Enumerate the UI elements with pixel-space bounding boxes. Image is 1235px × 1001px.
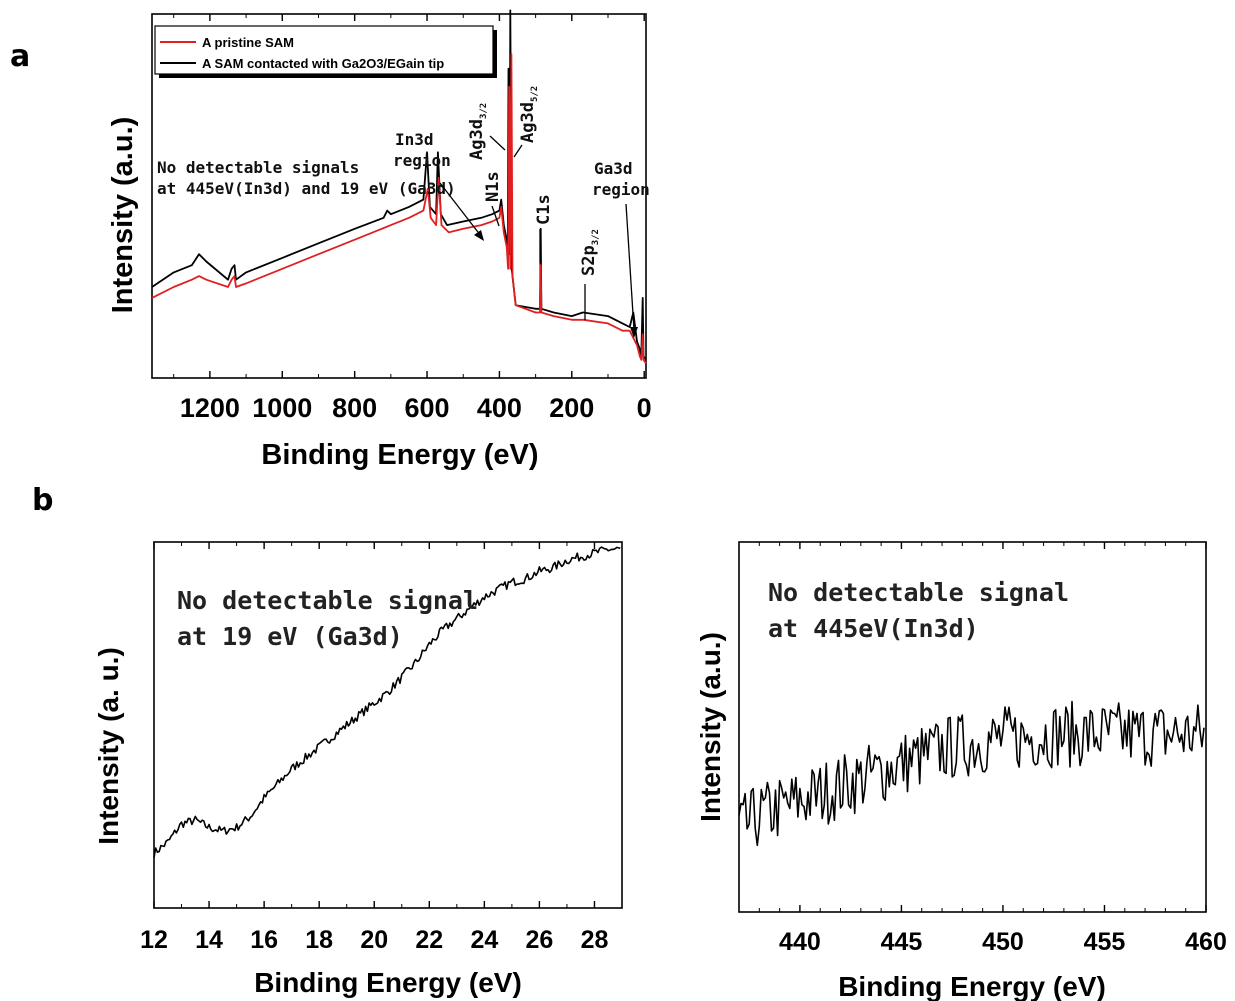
chart-a-frame	[151, 13, 647, 379]
x-tick-label: 26	[526, 926, 554, 954]
s2p-sub: 3/2	[591, 229, 601, 245]
annotation-in3d-line1: In3d	[395, 130, 434, 149]
x-tick-label: 400	[477, 393, 522, 423]
svg-text:S2p3/2: S2p3/2	[579, 229, 601, 276]
annotation-in3d-line2: region	[393, 151, 451, 170]
x-tick-label: 1200	[180, 393, 240, 423]
leader-ag3d32	[489, 135, 506, 151]
s2p-main: S2p	[579, 245, 599, 276]
chart-b-left-frame	[153, 541, 623, 909]
chart-b-right-x-ticks	[738, 542, 1207, 912]
chart-b-right-annotation-line1: No detectable signal	[768, 578, 1069, 607]
panel-label-a: a	[10, 39, 30, 74]
chart-a-series-group	[151, 9, 647, 364]
x-tick-label: 450	[982, 928, 1024, 956]
legend-box	[154, 25, 494, 75]
annotation-no-signals-line1: No detectable signals	[157, 158, 359, 177]
chart-b-left-annotation-line1: No detectable signal	[177, 586, 478, 615]
x-tick-label: 12	[140, 926, 168, 954]
ag3d32-main: Ag3d	[467, 119, 487, 160]
chart-a-series-line-0	[151, 9, 647, 361]
x-tick-label: 22	[415, 926, 443, 954]
x-tick-label: 440	[779, 928, 821, 956]
x-tick-label: 16	[250, 926, 278, 954]
x-tick-label: 200	[549, 393, 594, 423]
x-tick-label: 455	[1084, 928, 1126, 956]
x-tick-label: 445	[881, 928, 923, 956]
chart-b-left: 12 14 16 18 20 22 24 26 28 Binding Energy (eV) I…	[93, 541, 623, 998]
legend-label-pristine: A pristine SAM	[202, 35, 294, 50]
annotation-ga3d-line2: region	[592, 180, 650, 199]
chart-b-right: 440 445 450 455 460 Binding Energy (eV) Inte…	[695, 541, 1227, 1001]
annotation-n1s: N1s	[483, 171, 503, 202]
chart-b-left-y-axis-title: Intensity (a. u.)	[93, 647, 124, 845]
chart-b-left-x-tick-labels: 12 14 16 18 20 22 24 26 28	[140, 926, 608, 954]
chart-b-left-series-line	[153, 546, 621, 858]
svg-text:Ag3d3/2: Ag3d3/2	[467, 103, 489, 160]
chart-a-y-axis-title: Intensity (a.u.)	[107, 117, 139, 314]
chart-b-left-annotation-line2: at 19 eV (Ga3d)	[177, 622, 403, 651]
ag3d52-main: Ag3d	[518, 102, 538, 143]
chart-b-left-x-axis-title: Binding Energy (eV)	[254, 967, 522, 998]
x-tick-label: 0	[637, 393, 652, 423]
annotation-ga3d-line1: Ga3d	[594, 159, 633, 178]
chart-a-x-tick-labels: 1200 1000 800 600 400 200 0	[180, 393, 652, 423]
chart-b-right-series-line	[738, 700, 1205, 847]
arrow-in3d	[439, 182, 482, 237]
x-tick-label: 460	[1185, 928, 1227, 956]
x-tick-label: 14	[195, 926, 223, 954]
chart-b-right-frame	[738, 541, 1207, 913]
chart-a-x-ticks	[173, 14, 645, 378]
svg-text:Ag3d5/2: Ag3d5/2	[518, 86, 540, 143]
chart-b-right-x-tick-labels: 440 445 450 455 460	[779, 928, 1227, 956]
ag3d52-sub: 5/2	[530, 86, 540, 102]
leader-ag3d52	[513, 144, 523, 158]
chart-b-right-annotation-line2: at 445eV(In3d)	[768, 614, 979, 643]
chart-a-x-axis-title: Binding Energy (eV)	[261, 439, 538, 471]
arrow-ga3d-head	[630, 327, 638, 338]
annotation-no-signals-line2: at 445eV(In3d) and 19 eV (Ga3d)	[157, 179, 456, 198]
arrow-ga3d	[625, 203, 635, 331]
chart-b-left-x-ticks	[153, 542, 623, 908]
chart-a: 1200 1000 800 600 400 200 0 Binding Energy (eV…	[107, 9, 652, 471]
chart-b-right-y-axis-title: Intensity (a.u.)	[695, 632, 726, 822]
annotation-ag3d32: Ag3d3/2	[467, 103, 489, 160]
x-tick-label: 800	[332, 393, 377, 423]
legend-label-contacted: A SAM contacted with Ga2O3/EGain tip	[202, 56, 444, 71]
ag3d32-sub: 3/2	[479, 103, 489, 119]
chart-a-legend: A pristine SAM A SAM contacted with Ga2O…	[154, 25, 497, 78]
chart-b-left-series-group	[153, 546, 621, 858]
leader-n1s	[491, 205, 500, 227]
arrow-in3d-head	[474, 230, 484, 241]
x-tick-label: 18	[305, 926, 333, 954]
x-tick-label: 1000	[252, 393, 312, 423]
chart-b-right-x-axis-title: Binding Energy (eV)	[838, 971, 1106, 1001]
annotation-s2p: S2p3/2	[579, 229, 601, 276]
annotation-c1s: C1s	[534, 194, 554, 225]
x-tick-label: 24	[470, 926, 498, 954]
annotation-ag3d52: Ag3d5/2	[518, 86, 540, 143]
chart-b-right-series-group	[738, 700, 1205, 847]
x-tick-label: 600	[405, 393, 450, 423]
x-tick-label: 28	[581, 926, 609, 954]
panel-label-b: b	[32, 483, 53, 518]
x-tick-label: 20	[360, 926, 388, 954]
chart-a-series-line-1	[151, 53, 647, 364]
